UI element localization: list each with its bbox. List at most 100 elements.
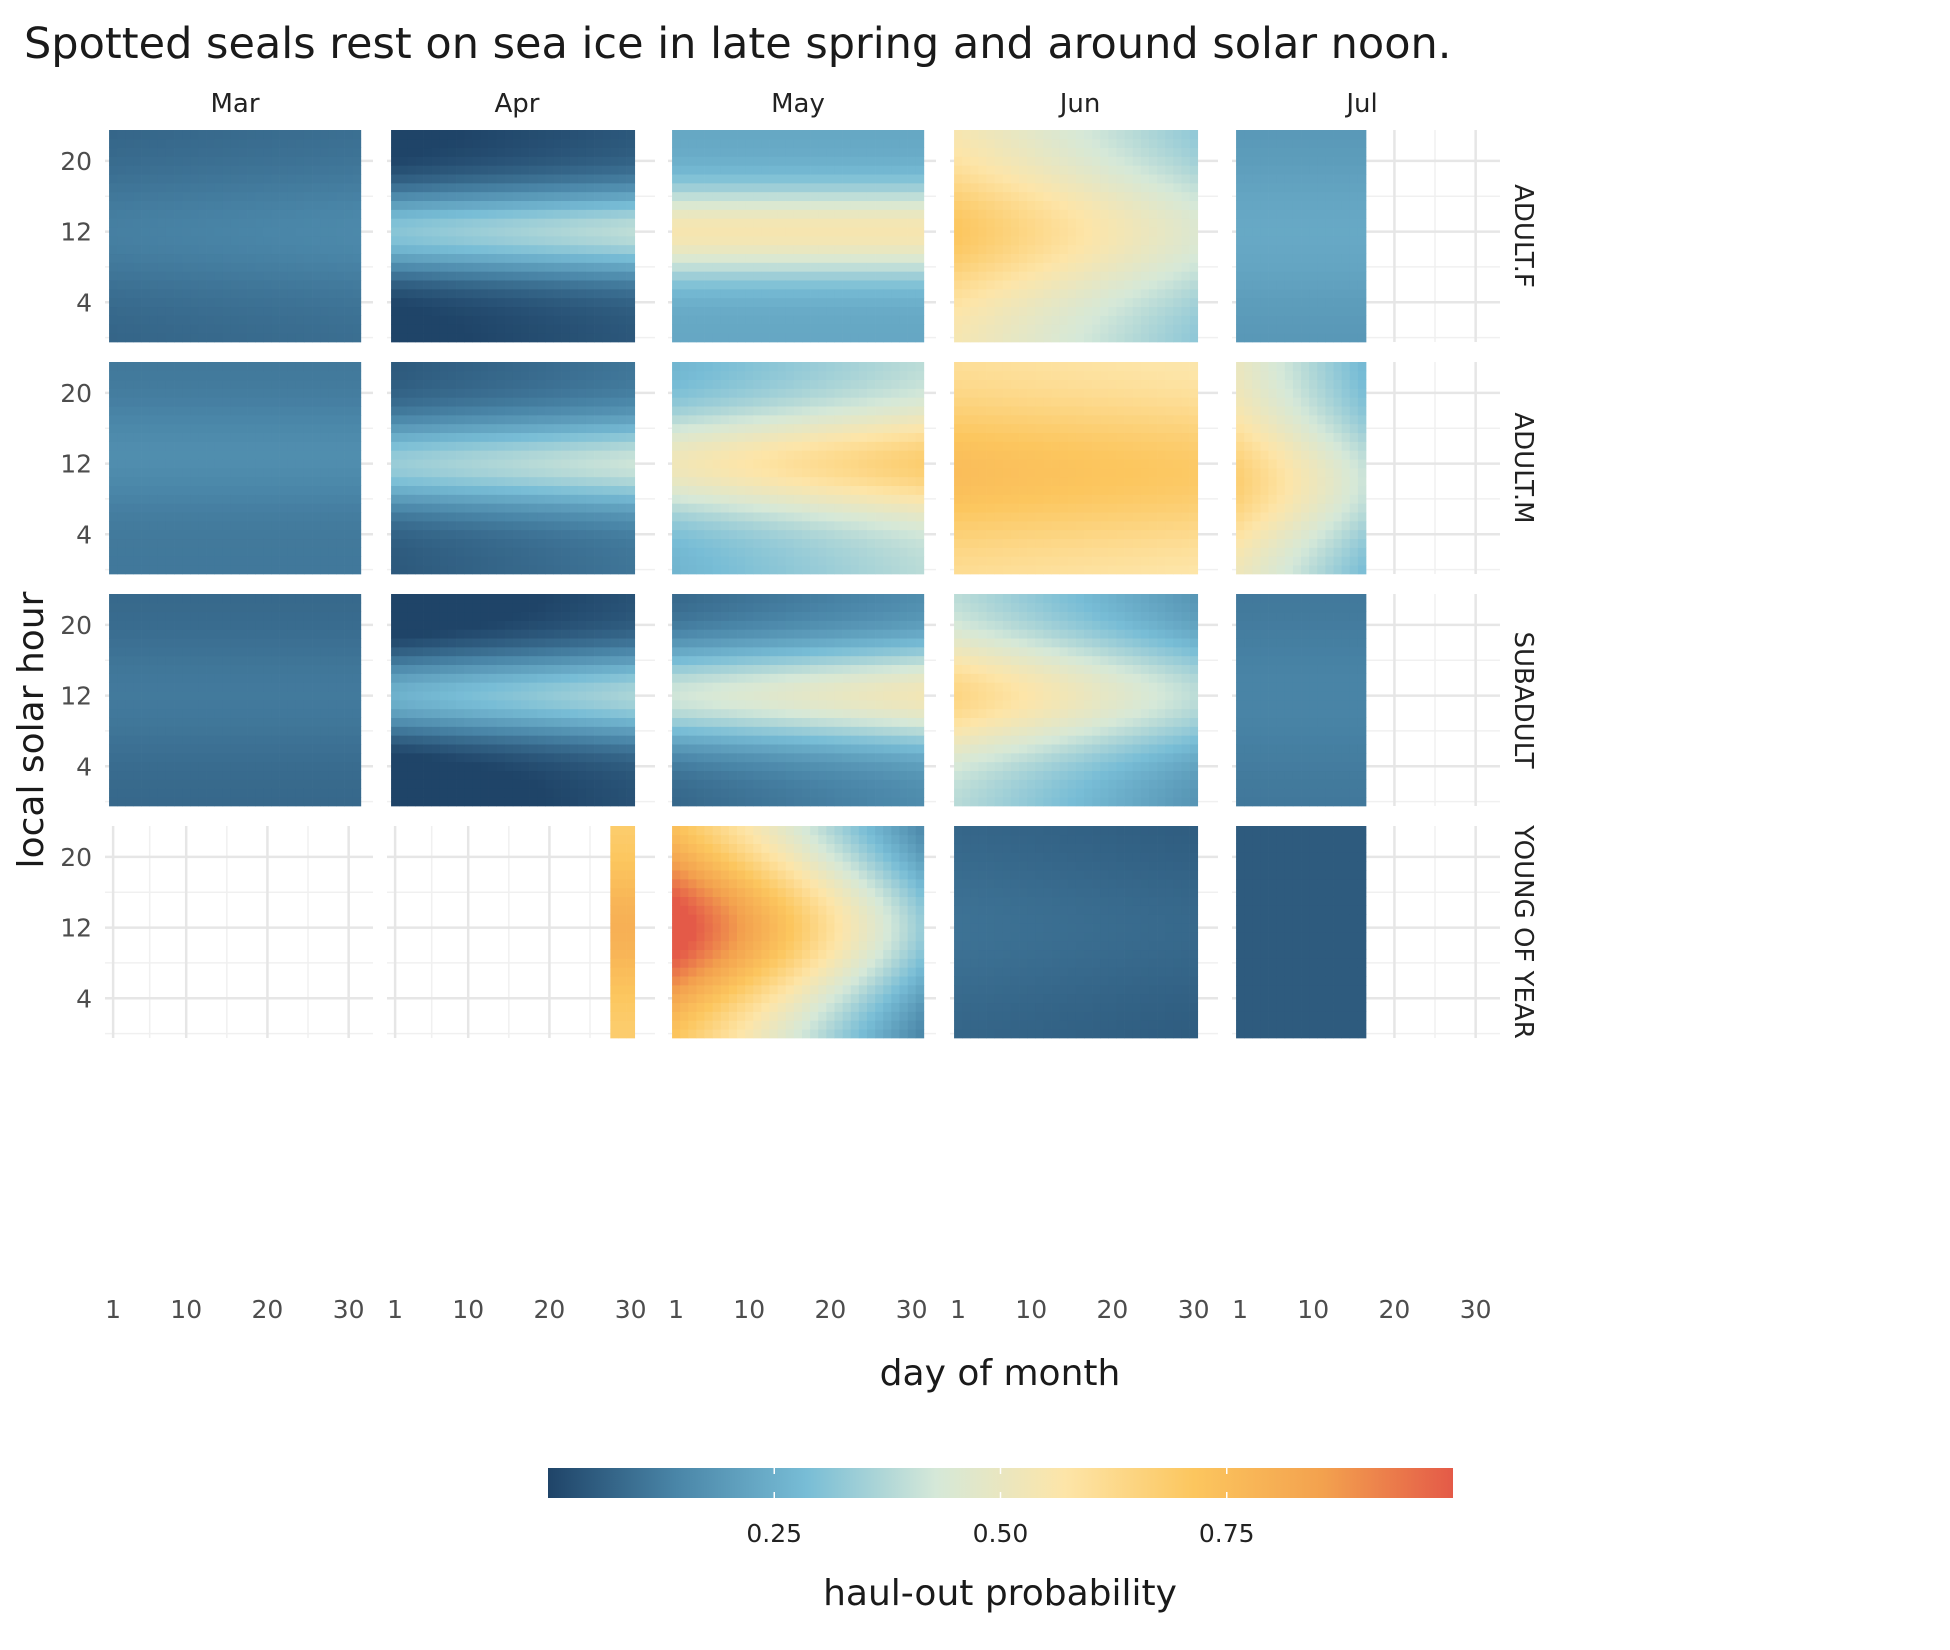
heat-tile bbox=[970, 298, 978, 307]
heat-tile bbox=[353, 389, 361, 398]
heat-tile bbox=[424, 565, 432, 574]
heat-tile bbox=[255, 183, 263, 192]
heat-tile bbox=[456, 389, 464, 398]
heat-tile bbox=[627, 139, 635, 148]
heat-tile bbox=[578, 271, 586, 280]
heat-tile bbox=[271, 495, 279, 504]
heat-tile bbox=[908, 254, 916, 263]
heat-tile bbox=[182, 468, 190, 477]
heat-tile bbox=[978, 307, 986, 316]
heat-tile bbox=[602, 201, 610, 210]
heat-tile bbox=[174, 495, 182, 504]
heat-tile bbox=[424, 477, 432, 486]
heat-tile bbox=[239, 433, 247, 442]
heat-tile bbox=[150, 495, 158, 504]
heat-tile bbox=[1317, 139, 1325, 148]
heat-tile bbox=[182, 254, 190, 263]
heat-tile bbox=[1092, 192, 1100, 201]
heat-tile bbox=[505, 183, 513, 192]
heat-tile bbox=[891, 289, 899, 298]
heat-tile bbox=[696, 148, 704, 157]
heat-tile bbox=[1309, 227, 1317, 236]
heat-tile bbox=[834, 165, 842, 174]
heat-tile bbox=[432, 298, 440, 307]
heat-tile bbox=[995, 316, 1003, 325]
heat-tile bbox=[345, 512, 353, 521]
heat-tile bbox=[1003, 192, 1011, 201]
heat-tile bbox=[1317, 148, 1325, 157]
heat-tile bbox=[190, 263, 198, 272]
heat-tile bbox=[480, 307, 488, 316]
heat-tile bbox=[1317, 218, 1325, 227]
heat-tile bbox=[586, 271, 594, 280]
heat-tile bbox=[296, 236, 304, 245]
heat-tile bbox=[166, 201, 174, 210]
heat-tile bbox=[231, 362, 239, 371]
heat-tile bbox=[432, 139, 440, 148]
heat-tile bbox=[304, 139, 312, 148]
heat-tile bbox=[826, 298, 834, 307]
heat-tile bbox=[602, 165, 610, 174]
heat-tile bbox=[521, 130, 529, 139]
heat-tile bbox=[399, 174, 407, 183]
heat-tile bbox=[529, 521, 537, 530]
heat-tile bbox=[1076, 254, 1084, 263]
heat-tile bbox=[182, 415, 190, 424]
heat-tile bbox=[320, 316, 328, 325]
heat-tile bbox=[231, 415, 239, 424]
heat-tile bbox=[125, 316, 133, 325]
heat-tile bbox=[288, 148, 296, 157]
heat-tile bbox=[745, 174, 753, 183]
heat-tile bbox=[223, 495, 231, 504]
heat-tile bbox=[190, 556, 198, 565]
heat-tile bbox=[415, 530, 423, 539]
heat-tile bbox=[545, 503, 553, 512]
heat-tile bbox=[1084, 157, 1092, 166]
heat-tile bbox=[328, 424, 336, 433]
heat-tile bbox=[778, 316, 786, 325]
heat-tile bbox=[1108, 324, 1116, 333]
heat-tile bbox=[672, 139, 680, 148]
heat-tile bbox=[1100, 218, 1108, 227]
heat-tile bbox=[962, 165, 970, 174]
heat-tile bbox=[296, 165, 304, 174]
heat-tile bbox=[594, 333, 602, 342]
heat-tile bbox=[594, 139, 602, 148]
heat-tile bbox=[239, 477, 247, 486]
heat-tile bbox=[432, 130, 440, 139]
heat-tile bbox=[1116, 254, 1124, 263]
heat-tile bbox=[296, 174, 304, 183]
heat-tile bbox=[336, 389, 344, 398]
heat-tile bbox=[207, 565, 215, 574]
heat-tile bbox=[688, 227, 696, 236]
heat-tile bbox=[537, 192, 545, 201]
heat-tile bbox=[1236, 254, 1244, 263]
heat-tile bbox=[125, 486, 133, 495]
heat-tile bbox=[133, 371, 141, 380]
heat-tile bbox=[570, 397, 578, 406]
heat-tile bbox=[594, 565, 602, 574]
heat-tile bbox=[489, 565, 497, 574]
heat-tile bbox=[553, 157, 561, 166]
heat-tile bbox=[312, 442, 320, 451]
heat-tile bbox=[1141, 316, 1149, 325]
heat-tile bbox=[859, 139, 867, 148]
heat-tile bbox=[472, 362, 480, 371]
heat-tile bbox=[1165, 307, 1173, 316]
heat-tile bbox=[978, 130, 986, 139]
heat-tile bbox=[198, 397, 206, 406]
heat-tile bbox=[424, 148, 432, 157]
heat-tile bbox=[296, 548, 304, 557]
heat-tile bbox=[954, 218, 962, 227]
heat-tile bbox=[288, 503, 296, 512]
heat-tile bbox=[296, 333, 304, 342]
heat-tile bbox=[247, 530, 255, 539]
heat-tile bbox=[721, 254, 729, 263]
heat-tile bbox=[721, 165, 729, 174]
heat-tile bbox=[610, 324, 618, 333]
heat-tile bbox=[786, 165, 794, 174]
heat-tile bbox=[529, 565, 537, 574]
heat-tile bbox=[1236, 245, 1244, 254]
heat-tile bbox=[190, 139, 198, 148]
heat-tile bbox=[978, 210, 986, 219]
